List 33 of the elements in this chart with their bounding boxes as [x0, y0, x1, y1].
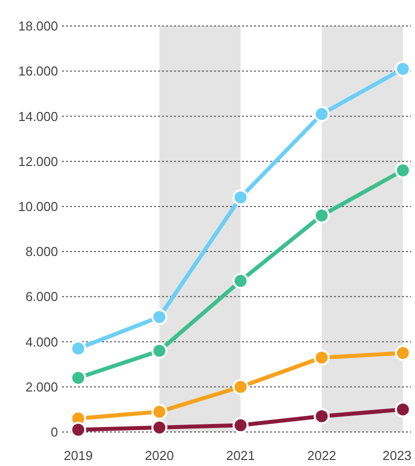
- point: [314, 106, 330, 122]
- x-tick-label: 2020: [144, 448, 174, 463]
- point: [70, 370, 86, 386]
- y-tick-label: 4.000: [25, 334, 58, 350]
- y-tick-label: 2.000: [25, 379, 58, 394]
- y-tick-label: 0: [50, 424, 58, 440]
- x-tick-label: 2021: [226, 448, 256, 463]
- point: [232, 189, 249, 206]
- y-tick-label: 18.000: [18, 18, 58, 34]
- y-tick-label: 10.000: [18, 198, 58, 214]
- point: [314, 408, 330, 424]
- point: [394, 345, 411, 362]
- x-tick-label: 2022: [307, 448, 336, 463]
- point: [394, 401, 411, 418]
- point: [394, 162, 411, 178]
- y-tick-label: 6.000: [25, 289, 58, 304]
- point: [394, 60, 411, 77]
- y-tick-label: 14.000: [18, 108, 58, 124]
- point: [70, 422, 86, 438]
- point: [314, 207, 330, 224]
- y-tick-label: 16.000: [18, 64, 58, 79]
- x-tick-label: 2023: [382, 448, 412, 463]
- point: [151, 419, 168, 436]
- point: [232, 378, 249, 395]
- y-tick-label: 12.000: [18, 154, 58, 169]
- point: [232, 417, 249, 434]
- x-tick-label: 2019: [64, 448, 93, 463]
- point: [232, 272, 249, 289]
- point: [151, 308, 168, 325]
- y-tick-label: 8.000: [25, 244, 58, 260]
- point: [314, 350, 330, 366]
- point: [151, 404, 168, 420]
- point: [151, 342, 168, 359]
